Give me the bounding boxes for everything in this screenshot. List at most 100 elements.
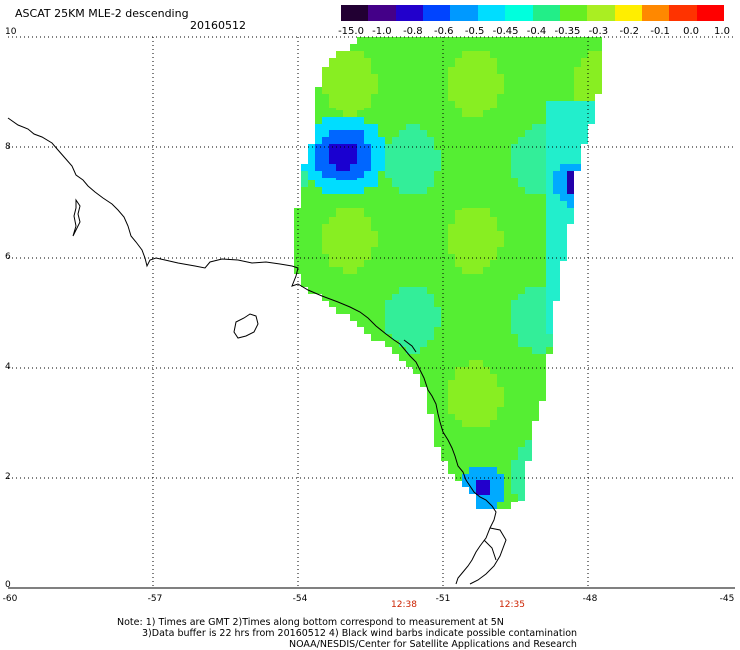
- swath-cell: [504, 180, 511, 187]
- swath-cell: [371, 94, 378, 101]
- swath-cell: [504, 387, 511, 394]
- swath-cell: [469, 217, 476, 224]
- swath-cell: [420, 300, 427, 307]
- swath-cell: [518, 224, 525, 231]
- swath-cell: [343, 180, 350, 187]
- swath-cell: [567, 194, 574, 201]
- swath-cell: [511, 37, 518, 44]
- swath-cell: [427, 334, 434, 341]
- swath-cell: [469, 110, 476, 117]
- swath-cell: [532, 180, 539, 187]
- swath-cell: [441, 101, 448, 108]
- swath-cell: [560, 137, 567, 144]
- swath-cell: [497, 360, 504, 367]
- swath-cell: [371, 44, 378, 51]
- swath-cell: [539, 360, 546, 367]
- swath-cell: [406, 124, 413, 131]
- swath-cell: [441, 327, 448, 334]
- swath-cell: [504, 101, 511, 108]
- swath-cell: [504, 360, 511, 367]
- swath-cell: [588, 74, 595, 81]
- swath-cell: [532, 267, 539, 274]
- swath-cell: [434, 380, 441, 387]
- swath-cell: [385, 320, 392, 327]
- swath-cell: [371, 117, 378, 124]
- swath-cell: [462, 380, 469, 387]
- swath-cell: [413, 130, 420, 137]
- swath-cell: [301, 180, 308, 187]
- swath-cell: [490, 260, 497, 267]
- swath-cell: [336, 231, 343, 238]
- swath-cell: [441, 51, 448, 58]
- swath-cell: [490, 37, 497, 44]
- swath-cell: [511, 347, 518, 354]
- swath-cell: [364, 80, 371, 87]
- swath-cell: [364, 194, 371, 201]
- swath-cell: [539, 287, 546, 294]
- lat-label-6: 6: [5, 252, 11, 262]
- swath-cell: [413, 94, 420, 101]
- swath-cell: [497, 187, 504, 194]
- swath-cell: [476, 340, 483, 347]
- swath-cell: [378, 144, 385, 151]
- swath-cell: [560, 80, 567, 87]
- swath-cell: [490, 254, 497, 261]
- swath-cell: [574, 60, 581, 67]
- swath-cell: [322, 144, 329, 151]
- swath-cell: [504, 460, 511, 467]
- swath-cell: [413, 194, 420, 201]
- swath-cell: [385, 51, 392, 58]
- swath-cell: [560, 150, 567, 157]
- swath-cell: [595, 44, 602, 51]
- swath-cell: [308, 274, 315, 281]
- swath-cell: [462, 194, 469, 201]
- swath-cell: [553, 267, 560, 274]
- colorbar-swatch: [450, 5, 478, 21]
- swath-cell: [532, 130, 539, 137]
- swath-cell: [462, 67, 469, 74]
- swath-cell: [532, 201, 539, 208]
- swath-cell: [413, 287, 420, 294]
- swath-cell: [532, 164, 539, 171]
- swath-cell: [406, 287, 413, 294]
- swath-cell: [469, 94, 476, 101]
- swath-cell: [343, 80, 350, 87]
- swath-cell: [441, 117, 448, 124]
- swath-cell: [301, 164, 308, 171]
- swath-cell: [476, 420, 483, 427]
- swath-cell: [434, 320, 441, 327]
- swath-cell: [350, 307, 357, 314]
- swath-cell: [350, 164, 357, 171]
- swath-cell: [378, 164, 385, 171]
- swath-cell: [504, 67, 511, 74]
- swath-cell: [357, 267, 364, 274]
- swath-cell: [392, 340, 399, 347]
- note-line-2: 3)Data buffer is 22 hrs from 20160512 4)…: [142, 628, 578, 639]
- swath-cell: [427, 360, 434, 367]
- swath-cell: [308, 280, 315, 287]
- swath-cell: [497, 231, 504, 238]
- swath-cell: [448, 180, 455, 187]
- swath-cell: [357, 157, 364, 164]
- swath-cell: [469, 407, 476, 414]
- swath-cell: [322, 267, 329, 274]
- swath-cell: [490, 407, 497, 414]
- swath-cell: [504, 87, 511, 94]
- swath-cell: [336, 60, 343, 67]
- swath-cell: [371, 37, 378, 44]
- swath-cell: [546, 130, 553, 137]
- swath-cell: [511, 474, 518, 481]
- swath-cell: [553, 130, 560, 137]
- swath-cell: [518, 51, 525, 58]
- swath-cell: [476, 51, 483, 58]
- swath-cell: [483, 495, 490, 502]
- swath-cell: [329, 217, 336, 224]
- swath-cell: [490, 314, 497, 321]
- swath-cell: [448, 347, 455, 354]
- swath-cell: [441, 247, 448, 254]
- swath-cell: [329, 87, 336, 94]
- swath-cell: [441, 180, 448, 187]
- swath-cell: [462, 367, 469, 374]
- swath-cell: [483, 294, 490, 301]
- swath-cell: [588, 44, 595, 51]
